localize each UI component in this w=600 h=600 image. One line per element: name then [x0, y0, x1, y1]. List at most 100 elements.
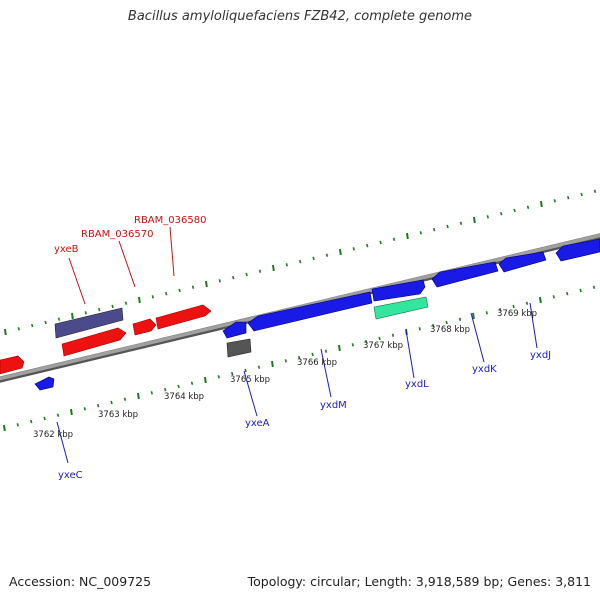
- upper-tick: [31, 323, 34, 328]
- gene-label-rbam-036580[interactable]: RBAM_036580: [134, 215, 206, 226]
- scale-label-3763: 3763 kbp: [98, 410, 138, 420]
- upper-tick: [446, 224, 449, 229]
- lower-tick: [43, 416, 46, 421]
- upper-tick: [258, 269, 262, 273]
- lower-tick: [418, 327, 421, 331]
- lower-tick: [338, 344, 341, 352]
- lower-tick: [324, 349, 328, 353]
- upper-tick: [4, 328, 7, 336]
- gene-red-left-edge[interactable]: [0, 355, 25, 375]
- lower-tick: [365, 339, 368, 344]
- gene-label-yxec[interactable]: yxeC: [58, 470, 83, 481]
- upper-tick: [44, 320, 47, 325]
- gene-yxdl-upper-feature[interactable]: [371, 279, 426, 302]
- gene-yxdl-feature[interactable]: [373, 296, 429, 320]
- scale-label-3767: 3767 kbp: [363, 341, 403, 351]
- scale-label-3769: 3769 kbp: [497, 309, 537, 319]
- lower-tick: [472, 312, 475, 320]
- upper-tick: [285, 263, 288, 267]
- scale-label-3765: 3765 kbp: [230, 375, 270, 385]
- upper-tick: [486, 215, 489, 219]
- scale-label-3764: 3764 kbp: [164, 392, 204, 402]
- lower-tick: [485, 311, 488, 315]
- lower-tick: [525, 301, 529, 305]
- lower-tick: [190, 381, 194, 385]
- lower-tick: [552, 295, 555, 299]
- lower-tick: [3, 424, 6, 432]
- gene-label-rbam-036570[interactable]: RBAM_036570: [81, 229, 153, 240]
- upper-tick: [151, 295, 154, 299]
- gene-small-red[interactable]: [132, 318, 157, 336]
- upper-tick: [71, 312, 74, 320]
- gene-yxea-feature[interactable]: [226, 338, 252, 358]
- upper-tick: [124, 301, 128, 305]
- gene-yxdj-feature[interactable]: [498, 251, 547, 273]
- upper-tick: [325, 253, 329, 257]
- scale-label-3766: 3766 kbp: [297, 358, 337, 368]
- lower-tick: [311, 352, 314, 357]
- gene-yxec-feature[interactable]: [34, 376, 55, 391]
- gene-yxeb-feature[interactable]: [54, 307, 124, 339]
- lower-tick: [83, 407, 86, 411]
- red-leader-lines: [68, 226, 175, 305]
- upper-tick: [580, 192, 583, 197]
- gene-label-yxdl[interactable]: yxdL: [405, 379, 429, 390]
- upper-tick: [312, 256, 315, 261]
- lower-tick: [244, 368, 247, 373]
- upper-tick: [379, 240, 382, 245]
- lower-tick: [579, 288, 582, 293]
- upper-tick: [526, 205, 530, 209]
- upper-tick: [339, 248, 342, 256]
- gene-yxdk-feature[interactable]: [431, 261, 499, 288]
- lower-tick: [271, 360, 274, 368]
- lower-tick: [257, 365, 261, 369]
- upper-tick: [473, 216, 476, 224]
- upper-tick-ring: [4, 189, 597, 336]
- gene-yxdm-feature[interactable]: [247, 291, 373, 332]
- gene-rbam-036580-feature[interactable]: [155, 304, 212, 330]
- upper-tick: [419, 231, 422, 235]
- upper-tick: [540, 200, 543, 208]
- lower-tick: [592, 285, 596, 289]
- lower-tick: [298, 355, 301, 360]
- upper-tick: [299, 259, 302, 264]
- lower-tick: [30, 419, 33, 424]
- upper-tick: [205, 280, 208, 288]
- upper-tick: [84, 311, 87, 315]
- lower-tick: [351, 343, 354, 347]
- gene-rbam-036570-feature[interactable]: [61, 327, 127, 357]
- upper-tick: [352, 247, 355, 251]
- accession-text: Accession: NC_009725: [9, 574, 152, 589]
- upper-tick: [593, 189, 597, 193]
- lower-tick: [432, 323, 435, 328]
- lower-tick: [217, 375, 220, 379]
- lower-tick: [177, 384, 180, 389]
- lower-tick: [378, 336, 381, 341]
- gene-right-edge[interactable]: [555, 238, 600, 262]
- upper-tick: [111, 304, 114, 309]
- gene-label-yxdm[interactable]: yxdM: [320, 400, 347, 411]
- upper-tick: [553, 199, 556, 203]
- gene-label-yxeb[interactable]: yxeB: [54, 244, 79, 255]
- lower-tick: [391, 333, 395, 337]
- gene-label-yxdj[interactable]: yxdJ: [530, 350, 551, 361]
- gene-label-yxea[interactable]: yxeA: [245, 418, 270, 429]
- lower-tick: [204, 376, 207, 384]
- upper-tick: [218, 279, 221, 283]
- upper-tick: [392, 237, 396, 241]
- lower-tick: [458, 317, 462, 321]
- gene-label-yxdk[interactable]: yxdK: [472, 364, 497, 375]
- lower-tick: [164, 387, 167, 392]
- scale-label-3768: 3768 kbp: [430, 325, 470, 335]
- lower-tick: [97, 403, 100, 408]
- lower-tick: [499, 307, 502, 312]
- upper-tick: [165, 291, 168, 296]
- upper-tick: [17, 327, 20, 331]
- upper-tick: [138, 296, 141, 304]
- blue-leader-lines: [56, 302, 538, 464]
- upper-tick: [57, 317, 61, 321]
- lower-tick: [231, 371, 234, 376]
- gene-yxea-small-feature[interactable]: [222, 321, 247, 339]
- upper-tick: [178, 288, 181, 293]
